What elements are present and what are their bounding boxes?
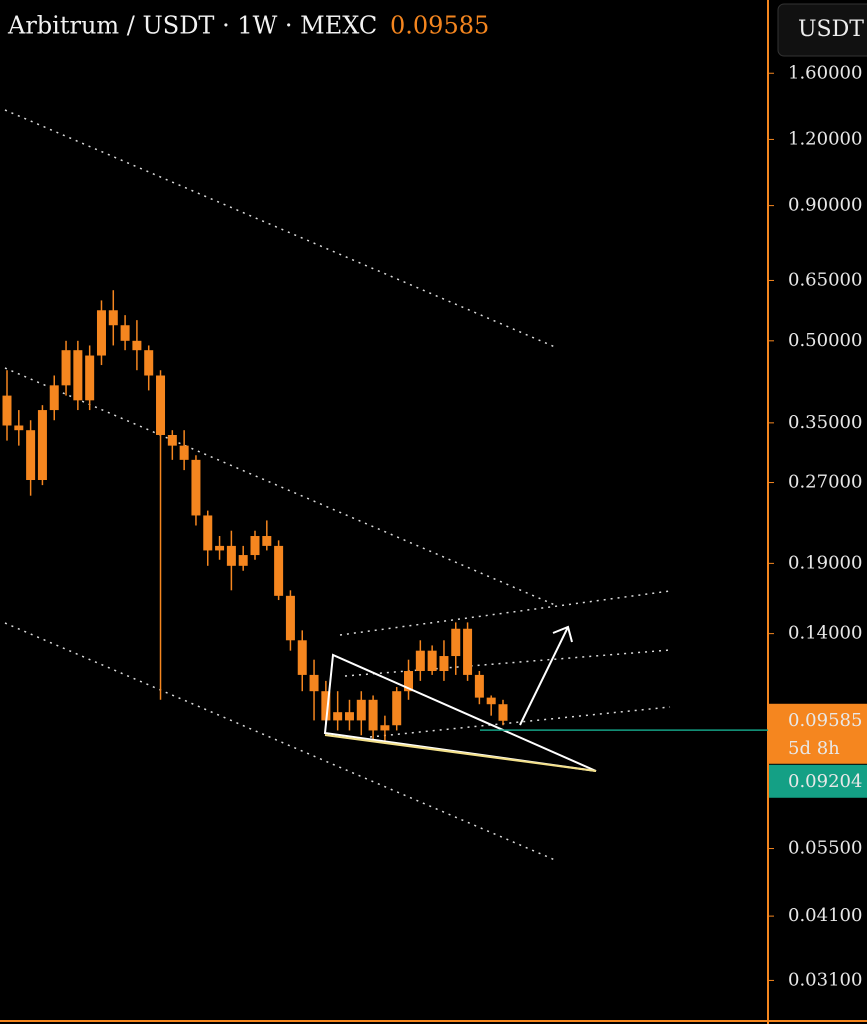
- y-tick-label: 1.20000: [788, 128, 862, 149]
- candle-body: [85, 355, 95, 401]
- y-tick-label: 0.90000: [788, 195, 862, 216]
- candle-body: [333, 712, 343, 721]
- candle-body: [486, 697, 496, 705]
- y-tick-label: 0.50000: [788, 330, 862, 351]
- y-tick-label: 0.19000: [788, 552, 862, 573]
- candle-body: [285, 595, 295, 641]
- last-price-tag: [769, 703, 867, 764]
- candle-body: [191, 459, 201, 516]
- candle-body: [368, 699, 378, 731]
- marked-price-tag: [769, 764, 867, 798]
- candle-body: [404, 671, 414, 692]
- triangle-pattern: [323, 625, 597, 772]
- y-tick-label: 0.27000: [788, 472, 862, 493]
- y-tick-label: 0.14000: [788, 623, 862, 644]
- candle-body: [61, 350, 71, 386]
- candle-body: [439, 656, 449, 672]
- y-tick-label: 0.03100: [788, 969, 862, 990]
- candle-body: [120, 325, 130, 341]
- candle-body: [321, 691, 331, 721]
- currency-button[interactable]: [777, 3, 867, 57]
- candle-body: [356, 699, 366, 721]
- marked-price-label: 0.09204: [788, 771, 862, 792]
- candle-body: [380, 725, 390, 731]
- candle-body: [49, 385, 59, 411]
- y-tick-label: 0.35000: [788, 412, 862, 433]
- channel-lines: [4, 109, 671, 861]
- y-tick-label: 1.60000: [788, 62, 862, 83]
- candle-body: [238, 555, 248, 566]
- candle-body: [14, 425, 24, 431]
- candle-body: [474, 674, 484, 698]
- candles: [2, 290, 508, 741]
- y-tick-label: 0.05500: [788, 838, 862, 859]
- candle-body: [96, 310, 106, 356]
- candle-body: [274, 545, 284, 596]
- candle-body: [226, 545, 236, 566]
- countdown-label: 5d 8h: [788, 738, 840, 759]
- candle-body: [498, 704, 508, 721]
- candle-body: [392, 691, 402, 726]
- candle-body: [26, 430, 36, 481]
- candle-body: [415, 650, 425, 672]
- candle-body: [144, 350, 154, 376]
- candle-body: [427, 650, 437, 672]
- candle-body: [156, 375, 166, 435]
- candle-body: [179, 445, 189, 460]
- candle-body: [451, 628, 461, 657]
- candle-body: [344, 712, 354, 721]
- candle-body: [73, 350, 83, 401]
- title-price: 0.09585: [390, 12, 489, 40]
- candle-body: [108, 310, 118, 326]
- candle-body: [262, 536, 272, 546]
- candle-body: [203, 515, 213, 551]
- currency-label[interactable]: USDT: [798, 17, 864, 42]
- candle-body: [37, 410, 47, 481]
- y-tick-label: 0.04100: [788, 905, 862, 926]
- candle-body: [463, 628, 473, 675]
- candle-body: [132, 340, 142, 351]
- candle-body: [309, 674, 319, 692]
- candle-body: [2, 395, 12, 426]
- chart-title: Arbitrum / USDT · 1W · MEXC: [7, 12, 377, 40]
- candle-body: [215, 545, 225, 551]
- candle-body: [250, 536, 260, 556]
- last-price-label: 0.09585: [788, 710, 862, 731]
- candle-body: [167, 434, 177, 446]
- y-tick-label: 0.65000: [788, 269, 862, 290]
- candle-body: [297, 640, 307, 675]
